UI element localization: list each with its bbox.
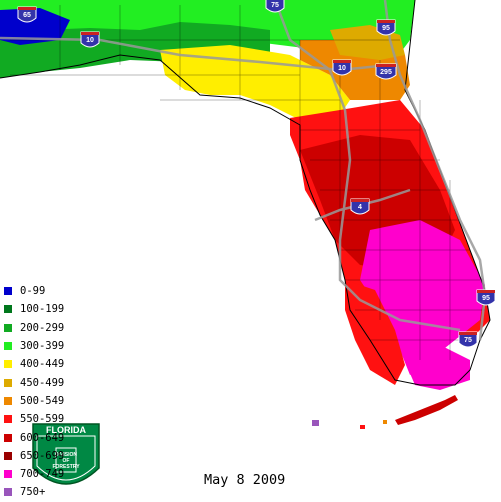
county-lines xyxy=(10,5,485,360)
region-panhandle-green-dark xyxy=(0,22,270,78)
division-of-forestry-seal: FLORIDA DIVISION OF FORESTRY xyxy=(32,423,100,485)
svg-text:295: 295 xyxy=(380,69,392,76)
legend-swatch xyxy=(4,360,12,369)
legend-item: 300-399 xyxy=(4,337,114,355)
coastline xyxy=(0,0,491,386)
legend-swatch xyxy=(4,342,12,351)
interstate-shield-75-north: 75 xyxy=(265,0,285,13)
legend-label: 750+ xyxy=(20,486,46,499)
svg-text:FORESTRY: FORESTRY xyxy=(52,464,80,470)
legend-label: 0-99 xyxy=(20,285,46,298)
region-florida-keys xyxy=(395,395,458,425)
legend-item: 0-99 xyxy=(4,282,114,300)
legend-item: 700-749 xyxy=(4,465,114,483)
offshore-mark-purple xyxy=(312,420,319,426)
legend-label: 100-199 xyxy=(20,303,65,316)
svg-text:75: 75 xyxy=(464,337,472,344)
legend-swatch xyxy=(4,451,12,460)
svg-text:10: 10 xyxy=(86,37,94,44)
legend-label: 200-299 xyxy=(20,321,65,334)
region-southwest-red xyxy=(345,280,405,385)
interstate-shield-4: 4 xyxy=(350,198,370,215)
svg-text:95: 95 xyxy=(482,295,490,302)
legend-label: 700-749 xyxy=(20,468,65,481)
legend-item: 600-649 xyxy=(4,428,114,446)
svg-text:10: 10 xyxy=(338,65,346,72)
svg-text:4: 4 xyxy=(358,204,362,211)
svg-text:65: 65 xyxy=(23,12,31,19)
legend-swatch xyxy=(4,378,12,387)
i95-route xyxy=(383,0,487,341)
legend-item: 100-199 xyxy=(4,300,114,318)
legend-swatch xyxy=(4,488,12,497)
interstate-shield-10-east: 10 xyxy=(332,59,352,76)
ki-drought-legend: 0-99 100-199 200-299 300-399 400-449 450… xyxy=(4,282,114,502)
legend-item: 750+ xyxy=(4,483,114,501)
legend-item: 500-549 xyxy=(4,392,114,410)
region-keys-magenta xyxy=(400,345,470,390)
region-south-magenta xyxy=(360,220,485,375)
interstate-shield-95-north: 95 xyxy=(376,19,396,36)
interstate-shield-10-west: 10 xyxy=(80,31,100,48)
legend-swatch xyxy=(4,470,12,479)
legend-swatch xyxy=(4,396,12,405)
legend-item: 450-499 xyxy=(4,373,114,391)
legend-item: 650-699 xyxy=(4,447,114,465)
legend-label: 550-599 xyxy=(20,413,65,426)
region-big-bend-yellow xyxy=(160,45,350,120)
legend-item: 200-299 xyxy=(4,319,114,337)
svg-text:FLORIDA: FLORIDA xyxy=(46,425,86,435)
svg-text:DIVISION: DIVISION xyxy=(55,452,77,458)
map-date: May 8 2009 xyxy=(204,472,286,488)
svg-text:95: 95 xyxy=(382,25,390,32)
legend-swatch xyxy=(4,305,12,314)
legend-swatch xyxy=(4,323,12,332)
legend-item: 550-599 xyxy=(4,410,114,428)
offshore-mark-2 xyxy=(383,420,387,424)
legend-label: 300-399 xyxy=(20,340,65,353)
legend-swatch xyxy=(4,433,12,442)
svg-text:OF: OF xyxy=(63,458,70,464)
legend-swatch xyxy=(4,287,12,296)
interstate-shield-295: 295 xyxy=(375,63,397,80)
svg-text:75: 75 xyxy=(271,2,279,9)
legend-item: 400-449 xyxy=(4,355,114,373)
legend-label: 450-499 xyxy=(20,376,65,389)
legend-swatch xyxy=(4,415,12,424)
offshore-mark-1 xyxy=(360,425,365,429)
legend-label: 500-549 xyxy=(20,394,65,407)
legend-label: 650-699 xyxy=(20,449,65,462)
legend-label: 400-449 xyxy=(20,358,65,371)
interstate-shield-75-south: 75 xyxy=(458,331,478,348)
interstate-shield-95-south: 95 xyxy=(476,289,496,306)
legend-label: 600-649 xyxy=(20,431,65,444)
interstate-shield-65: 65 xyxy=(17,6,37,23)
i75-route xyxy=(273,0,461,332)
